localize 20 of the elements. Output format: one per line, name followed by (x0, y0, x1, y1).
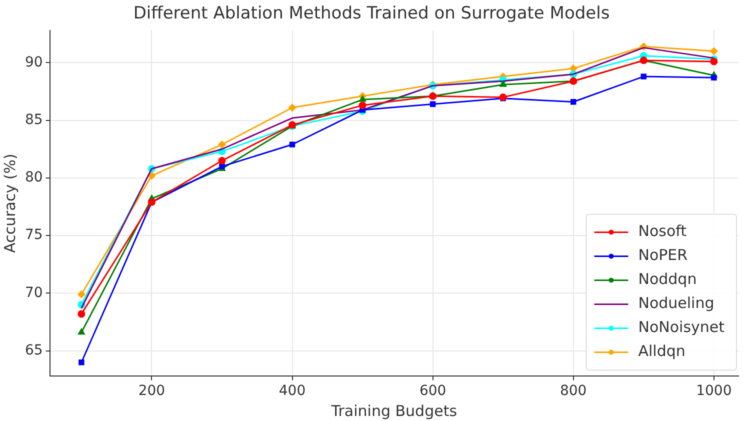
y-tick-label: 65 (24, 342, 43, 358)
y-tick-label: 75 (24, 227, 43, 244)
x-axis-title: Training Budgets (330, 402, 458, 420)
x-tick-label: 400 (278, 383, 306, 400)
legend-label: NoPER (638, 246, 688, 264)
legend-label: Nodueling (638, 294, 714, 312)
x-tick-label: 200 (138, 383, 166, 400)
y-tick-label: 70 (24, 284, 43, 301)
y-axis-title: Accuracy (%) (0, 154, 19, 253)
x-tick-label: 800 (560, 383, 587, 400)
x-tick-label: 600 (419, 383, 446, 400)
legend-label: NoNoisynet (638, 318, 725, 336)
y-tick-label: 90 (24, 54, 43, 70)
legend-label: Alldqn (638, 342, 686, 360)
y-tick-label: 85 (24, 112, 43, 128)
chart-title: Different Ablation Methods Trained on Surrogate Models (133, 4, 610, 24)
legend-label: Nosoft (638, 222, 687, 240)
x-tick-label: 1000 (696, 383, 732, 400)
y-tick-label: 80 (24, 170, 43, 186)
legend-label: Noddqn (638, 270, 697, 288)
